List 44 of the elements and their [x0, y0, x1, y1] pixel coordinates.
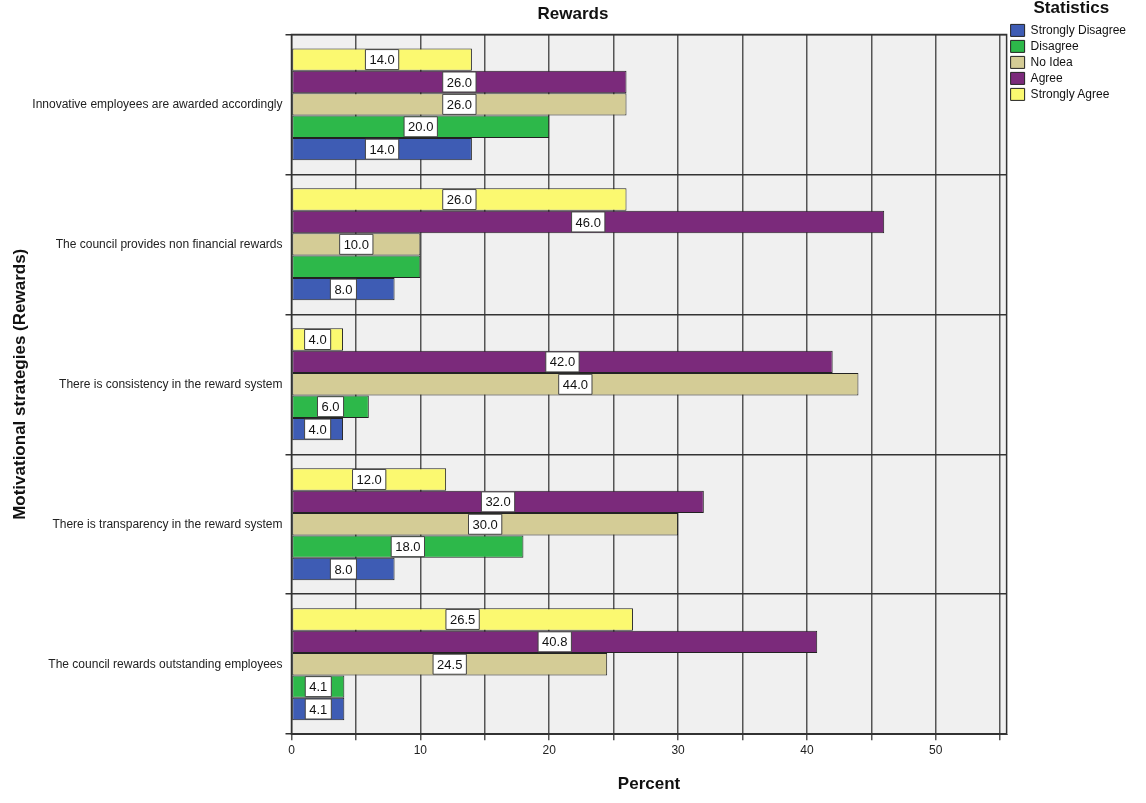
- data-label: 32.0: [485, 494, 511, 510]
- data-label: 12.0: [356, 472, 382, 488]
- data-label: 4.1: [309, 679, 328, 695]
- data-label: 40.8: [542, 634, 568, 650]
- y-axis-title: Motivational strategies (Rewards): [9, 248, 29, 520]
- legend-label: No Idea: [1030, 54, 1073, 69]
- data-label: 4.1: [309, 701, 328, 717]
- data-label: 46.0: [575, 214, 601, 230]
- y-tick-label: There is consistency in the reward system: [59, 376, 283, 391]
- data-label: 4.0: [308, 421, 327, 437]
- data-label: 6.0: [321, 399, 340, 415]
- data-label: 24.5: [437, 656, 463, 672]
- x-tick-label: 30: [671, 742, 686, 757]
- x-tick-label: 0: [288, 742, 296, 757]
- legend-label: Agree: [1030, 70, 1063, 85]
- legend-label: Strongly Disagree: [1030, 22, 1127, 37]
- x-axis-title: Percent: [617, 774, 681, 794]
- data-label: 4.0: [308, 332, 327, 348]
- data-label: 26.0: [446, 74, 473, 90]
- legend-label: Disagree: [1030, 38, 1079, 53]
- x-tick-label: 50: [929, 742, 943, 757]
- data-label: 44.0: [562, 376, 588, 392]
- data-label: 18.0: [395, 539, 421, 555]
- data-label: 10.0: [343, 236, 369, 252]
- x-tick-label: 20: [542, 742, 557, 757]
- x-tick-label: 40: [800, 742, 814, 757]
- y-tick-label: Innovative employees are awarded accordingly: [32, 96, 283, 111]
- data-label: 42.0: [549, 354, 576, 370]
- legend-label: Strongly Agree: [1030, 86, 1110, 101]
- x-tick-label: 10: [413, 742, 428, 757]
- y-tick-label: There is transparency in the reward system: [52, 516, 283, 531]
- data-label: 30.0: [472, 516, 498, 532]
- chart-title: Rewards: [537, 3, 609, 23]
- data-label: 26.0: [446, 192, 473, 208]
- data-label: 8.0: [334, 281, 353, 297]
- data-label: 20.0: [408, 119, 434, 135]
- data-label: 26.0: [446, 96, 473, 112]
- data-label: 14.0: [369, 141, 395, 157]
- data-label: 8.0: [334, 561, 353, 577]
- y-tick-label: The council rewards outstanding employees: [48, 656, 283, 671]
- data-label: 26.5: [449, 612, 476, 628]
- legend-title: Statistics: [1033, 0, 1110, 18]
- y-tick-label: The council provides non financial rewards: [55, 236, 283, 251]
- data-label: 14.0: [369, 52, 395, 68]
